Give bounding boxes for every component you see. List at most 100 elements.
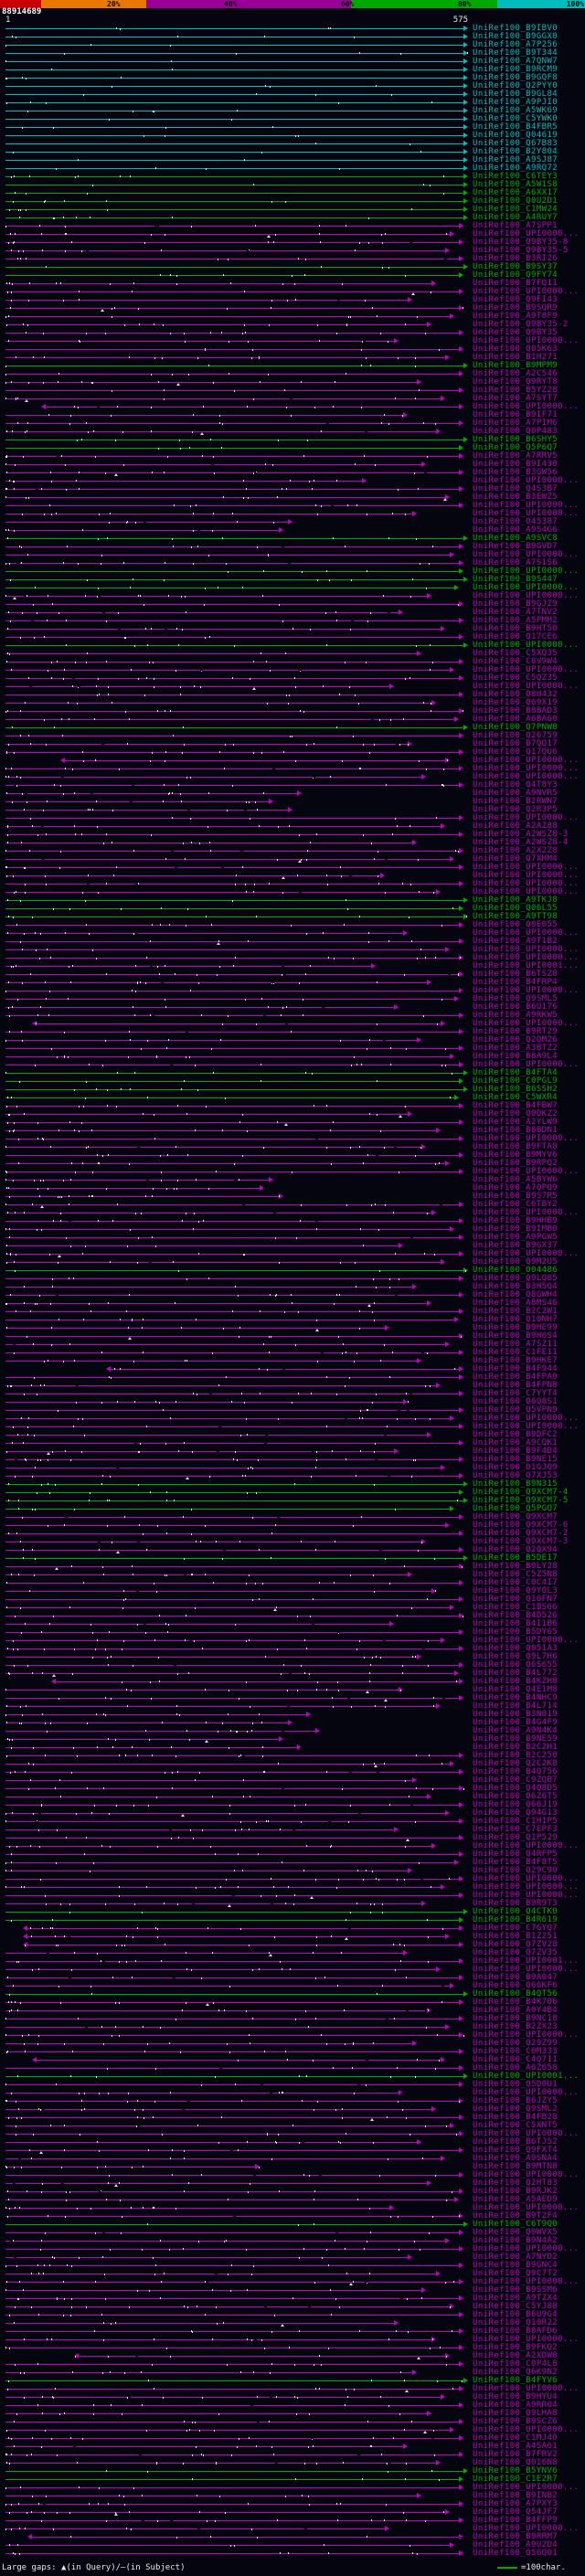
hit-accession[interactable]: UniRef100_A2WSZ8-3 (473, 830, 569, 839)
hit-accession[interactable]: UniRef100_B4F8T5 (473, 1858, 558, 1867)
alignment-row[interactable]: UniRef100_B4NHC9 (0, 1694, 585, 1702)
hit-accession[interactable]: UniRef100_C6TEY3 (473, 172, 558, 181)
hit-accession[interactable]: UniRef100_Q2HT83 (473, 2178, 558, 2188)
alignment-row[interactable]: UniRef100_A4SA61 (0, 2443, 585, 2451)
alignment-row[interactable]: UniRef100_Q1P529 (0, 1834, 585, 1842)
alignment-row[interactable]: UniRef100_Q9XCM7-5 (0, 1497, 585, 1505)
alignment-row[interactable]: UniRef100_B9GX37 (0, 1242, 585, 1250)
alignment-row[interactable]: UniRef100_B9GL84 (0, 90, 585, 99)
hit-accession[interactable]: UniRef100_B4G4F9 (473, 1718, 558, 1727)
hit-accession[interactable]: UniRef100_B9RPQ2 (473, 1159, 558, 1168)
alignment-row[interactable]: UniRef100_Q051A3 (0, 1645, 585, 1653)
alignment-row[interactable]: UniRef100_Q5PGQ7 (0, 1505, 585, 1513)
hit-accession[interactable]: UniRef100_Q0P483 (473, 427, 558, 436)
hit-accession[interactable]: UniRef100_Q7ZV35 (473, 1948, 558, 1957)
alignment-row[interactable]: UniRef100_C0P4L8 (0, 2360, 585, 2369)
hit-accession[interactable]: UniRef100_A7PIM6 (473, 419, 558, 428)
hit-accession[interactable]: UniRef100_Q06L55 (473, 904, 558, 913)
hit-accession[interactable]: UniRef100_B4FPA0 (473, 1373, 558, 1382)
hit-accession[interactable]: UniRef100_UPI0000... (473, 583, 580, 592)
hit-accession[interactable]: UniRef100_UPI0000... (473, 501, 580, 510)
alignment-row[interactable]: UniRef100_C6TBY2 (0, 1201, 585, 1209)
alignment-row[interactable]: UniRef100_UPI0000... (0, 2336, 585, 2344)
hit-accession[interactable]: UniRef100_B4D526 (473, 1611, 558, 1620)
alignment-row[interactable]: UniRef100_Q2QM26 (0, 1036, 585, 1044)
alignment-row[interactable]: UniRef100_B9HYU4 (0, 2393, 585, 2401)
hit-accession[interactable]: UniRef100_UPI0000... (473, 2129, 580, 2138)
hit-accession[interactable]: UniRef100_A2AZ88 (473, 822, 558, 831)
alignment-row[interactable]: UniRef100_O45387 (0, 518, 585, 526)
alignment-row[interactable]: UniRef100_B6JZY5 (0, 2097, 585, 2105)
alignment-row[interactable]: UniRef100_Q9BY35 (0, 329, 585, 337)
hit-accession[interactable]: UniRef100_B7QQ17 (473, 739, 558, 748)
alignment-row[interactable]: UniRef100_UPI0000... (0, 1892, 585, 1900)
hit-accession[interactable]: UniRef100_B4FB28 (473, 2113, 558, 2122)
alignment-row[interactable]: UniRef100_UPI0000... (0, 1168, 585, 1176)
hit-accession[interactable]: UniRef100_Q9SML5 (473, 994, 558, 1003)
hit-accession[interactable]: UniRef100_Q29Z99 (473, 2039, 558, 2048)
alignment-row[interactable]: UniRef100_A9RKW5 (0, 1012, 585, 1020)
alignment-row[interactable]: UniRef100_UPI0001... (0, 962, 585, 970)
hit-accession[interactable]: UniRef100_B9SSM6 (473, 2285, 558, 2295)
alignment-row[interactable]: UniRef100_Q4E1M8 (0, 1686, 585, 1694)
alignment-row[interactable]: UniRef100_UPI0000... (0, 641, 585, 650)
hit-accession[interactable]: UniRef100_B4R619 (473, 1915, 558, 1924)
alignment-row[interactable]: UniRef100_B4F944 (0, 1365, 585, 1373)
hit-accession[interactable]: UniRef100_A5WK69 (473, 106, 558, 115)
hit-accession[interactable]: UniRef100_B9IMB0 (473, 1224, 558, 1234)
hit-accession[interactable]: UniRef100_B9I430 (473, 460, 558, 469)
hit-accession[interactable]: UniRef100_UPI0000... (473, 665, 580, 674)
alignment-row[interactable]: UniRef100_B4QT56 (0, 1990, 585, 1998)
alignment-row[interactable]: UniRef100_C6TEY3 (0, 173, 585, 181)
hit-accession[interactable]: UniRef100_A5W1S8 (473, 180, 558, 189)
hit-accession[interactable]: UniRef100_UPI0000... (473, 2088, 580, 2097)
alignment-row[interactable]: UniRef100_Q56Q01 (0, 2549, 585, 2558)
hit-accession[interactable]: UniRef100_B9A047 (473, 1973, 558, 1982)
alignment-row[interactable]: UniRef100_C1MJ40 (0, 2434, 585, 2443)
alignment-row[interactable]: UniRef100_Q0DKZ2 (0, 1110, 585, 1118)
alignment-row[interactable]: UniRef100_B9N4A2 (0, 2237, 585, 2245)
alignment-row[interactable]: UniRef100_B6U176 (0, 1003, 585, 1012)
alignment-row[interactable]: UniRef100_Q6K9N2 (0, 2369, 585, 2377)
alignment-row[interactable]: UniRef100_B6TSZ0 (0, 970, 585, 979)
hit-accession[interactable]: UniRef100_Q4RFP5 (473, 1850, 558, 1859)
hit-accession[interactable]: UniRef100_UPI0000... (473, 879, 580, 888)
alignment-row[interactable]: UniRef100_UPI0000... (0, 2278, 585, 2286)
alignment-row[interactable]: UniRef100_B9INB2 (0, 2492, 585, 2500)
hit-accession[interactable]: UniRef100_A9RQ72 (473, 164, 558, 173)
hit-accession[interactable]: UniRef100_A6XX17 (473, 188, 558, 197)
hit-accession[interactable]: UniRef100_C1FE11 (473, 1348, 558, 1357)
alignment-row[interactable]: UniRef100_A9TT98 (0, 913, 585, 921)
alignment-row[interactable]: UniRef100_Q10NH7 (0, 1316, 585, 1324)
alignment-row[interactable]: UniRef100_B5YZ28 (0, 387, 585, 395)
hit-accession[interactable]: UniRef100_C5WXR4 (473, 1093, 558, 1102)
hit-accession[interactable]: UniRef100_C0M333 (473, 2047, 558, 2056)
alignment-row[interactable]: UniRef100_B9GQF8 (0, 74, 585, 82)
hit-accession[interactable]: UniRef100_UPI0000... (473, 1874, 580, 1883)
hit-accession[interactable]: UniRef100_A7SZ11 (473, 1340, 558, 1349)
hit-accession[interactable]: UniRef100_Q29C90 (473, 1866, 558, 1875)
alignment-row[interactable]: UniRef100_Q9C7T2 (0, 2270, 585, 2278)
hit-accession[interactable]: UniRef100_Q04619 (473, 131, 558, 140)
hit-accession[interactable]: UniRef100_A9PGW5 (473, 1233, 558, 1242)
alignment-row[interactable]: UniRef100_UPI0000... (0, 1415, 585, 1423)
hit-accession[interactable]: UniRef100_C5YJ88 (473, 2302, 558, 2311)
alignment-row[interactable]: UniRef100_Q7ZV35 (0, 1949, 585, 1957)
alignment-row[interactable]: UniRef100_Q54JF7 (0, 2508, 585, 2517)
alignment-row[interactable]: UniRef100_UPI0000... (0, 864, 585, 872)
hit-accession[interactable]: UniRef100_UPI0000... (473, 509, 580, 518)
hit-accession[interactable]: UniRef100_B2ZX23 (473, 2022, 558, 2031)
alignment-row[interactable]: UniRef100_A7TNV2 (0, 609, 585, 617)
hit-accession[interactable]: UniRef100_UPI0000... (473, 1167, 580, 1176)
alignment-row[interactable]: UniRef100_UPI0000... (0, 502, 585, 510)
alignment-row[interactable]: UniRef100_C4Q711 (0, 2056, 585, 2064)
hit-accession[interactable]: UniRef100_UPI0000... (473, 2483, 580, 2492)
alignment-row[interactable]: UniRef100_B9NE59 (0, 1735, 585, 1744)
hit-accession[interactable]: UniRef100_B4FTA4 (473, 1068, 558, 1077)
alignment-row[interactable]: UniRef100_UPI0000... (0, 1637, 585, 1645)
alignment-row[interactable]: UniRef100_C5Z5N8 (0, 1571, 585, 1579)
hit-accession[interactable]: UniRef100_A9PJI0 (473, 98, 558, 107)
alignment-row[interactable]: UniRef100_Q9XCM7-2 (0, 1530, 585, 1538)
alignment-row[interactable]: UniRef100_C5XNT5 (0, 2122, 585, 2130)
alignment-row[interactable]: UniRef100_Q17CE6 (0, 633, 585, 641)
